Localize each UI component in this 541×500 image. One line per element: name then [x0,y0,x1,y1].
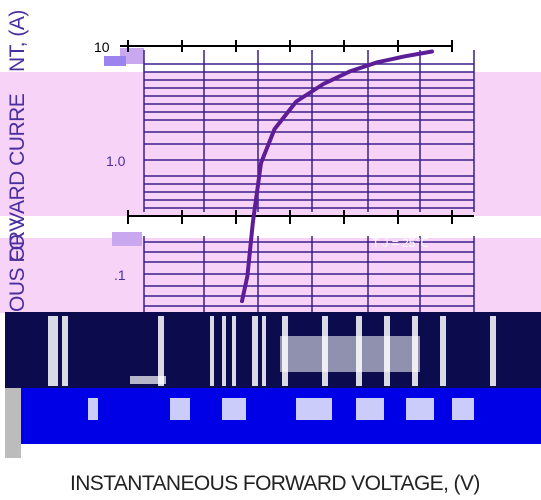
dark-band-mark [262,316,266,386]
lower-plot-background [0,238,541,313]
dark-band-mark [48,316,58,386]
y-tick-label-0-1: .1 [114,267,126,283]
dark-band-mark [210,316,214,386]
blue-band-mark [170,398,190,420]
dark-band-mark [158,316,164,386]
dark-band-mark [252,316,258,386]
y-axis-label-fragment-2: VARD CURRE [6,93,29,226]
y-axis-label-fragment-3: ORV [6,218,29,262]
legend-swatch-top-small [104,56,126,66]
temperature-annotation: T J = 25℃ [372,236,429,250]
dark-band-marks [48,316,496,386]
left-gray-block [5,388,21,458]
legend-swatch-lower [112,232,142,246]
blue-band-mark [452,398,474,420]
dark-band-mark [490,316,496,386]
blue-band-mark [356,398,384,420]
blue-band-mark [406,398,434,420]
dark-band-mark [440,316,446,386]
y-axis-label-fragment-1: NT, (A) [6,10,29,72]
dark-band-mark [62,316,68,386]
y-axis-label-fragment-4: OUS FO [6,234,29,312]
blue-band-mark [222,398,246,420]
dark-band-mark [232,316,236,386]
dark-band [5,312,541,388]
y-tick-label-1: 1.0 [106,153,126,169]
dark-band-mark [222,316,226,386]
curve-layer [240,49,434,304]
blue-band-mark [88,398,98,420]
y-tick-label-10: 10 [94,39,110,55]
x-axis-label: INSTANTANEOUS FORWARD VOLTAGE, (V) [70,472,480,495]
dark-band-block [280,336,420,372]
dark-band-mark [130,376,166,384]
grid-lines [120,40,475,312]
blue-band-mark [296,398,332,420]
blue-band-marks [88,398,474,420]
